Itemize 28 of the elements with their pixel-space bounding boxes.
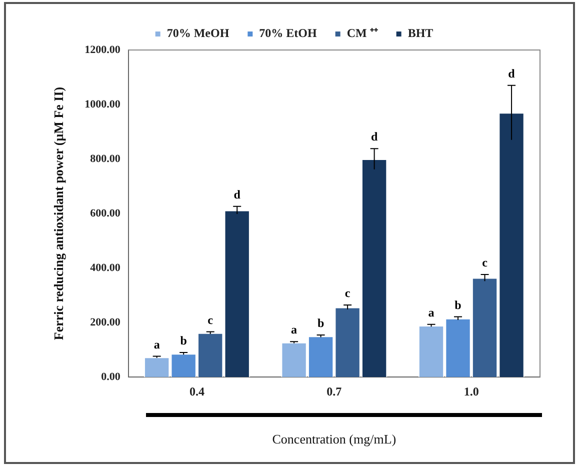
annotation: d <box>508 66 516 81</box>
annotation: c <box>482 256 488 270</box>
y-tick-label: 1200.00 <box>84 44 121 56</box>
x-tick-label: 0.7 <box>326 384 342 398</box>
legend-label: BHT <box>408 26 434 40</box>
legend-label: 70% MeOH <box>166 26 230 40</box>
y-tick-label: 600.00 <box>90 207 121 220</box>
annotation: b <box>317 316 324 330</box>
x-tick-label: 0.4 <box>189 384 204 398</box>
y-axis-title: Ferric reducing antioxidant power (µM Fe II) <box>51 86 66 340</box>
annotation: a <box>428 306 434 320</box>
y-tick-label: 400.00 <box>90 262 121 274</box>
legend-label: CM ⁺⁺ <box>346 26 378 40</box>
x-axis-title: Concentration (mg/mL) <box>272 432 396 447</box>
y-tick-label: 200.00 <box>90 316 121 328</box>
annotation: d <box>370 130 378 144</box>
annotation: b <box>180 334 188 348</box>
annotation: b <box>454 298 462 312</box>
annotation: c <box>208 312 214 327</box>
y-tick-label: 0.00 <box>101 370 121 383</box>
annotation: a <box>291 322 298 337</box>
legend-label: 70% EtOH <box>259 26 318 40</box>
annotation: a <box>154 337 160 352</box>
annotation: c <box>344 286 351 300</box>
y-tick-label: 800.00 <box>90 152 121 165</box>
x-tick-label: 1.0 <box>464 384 479 398</box>
annotation: d <box>234 188 241 202</box>
y-tick-label: 1000.00 <box>84 98 121 110</box>
